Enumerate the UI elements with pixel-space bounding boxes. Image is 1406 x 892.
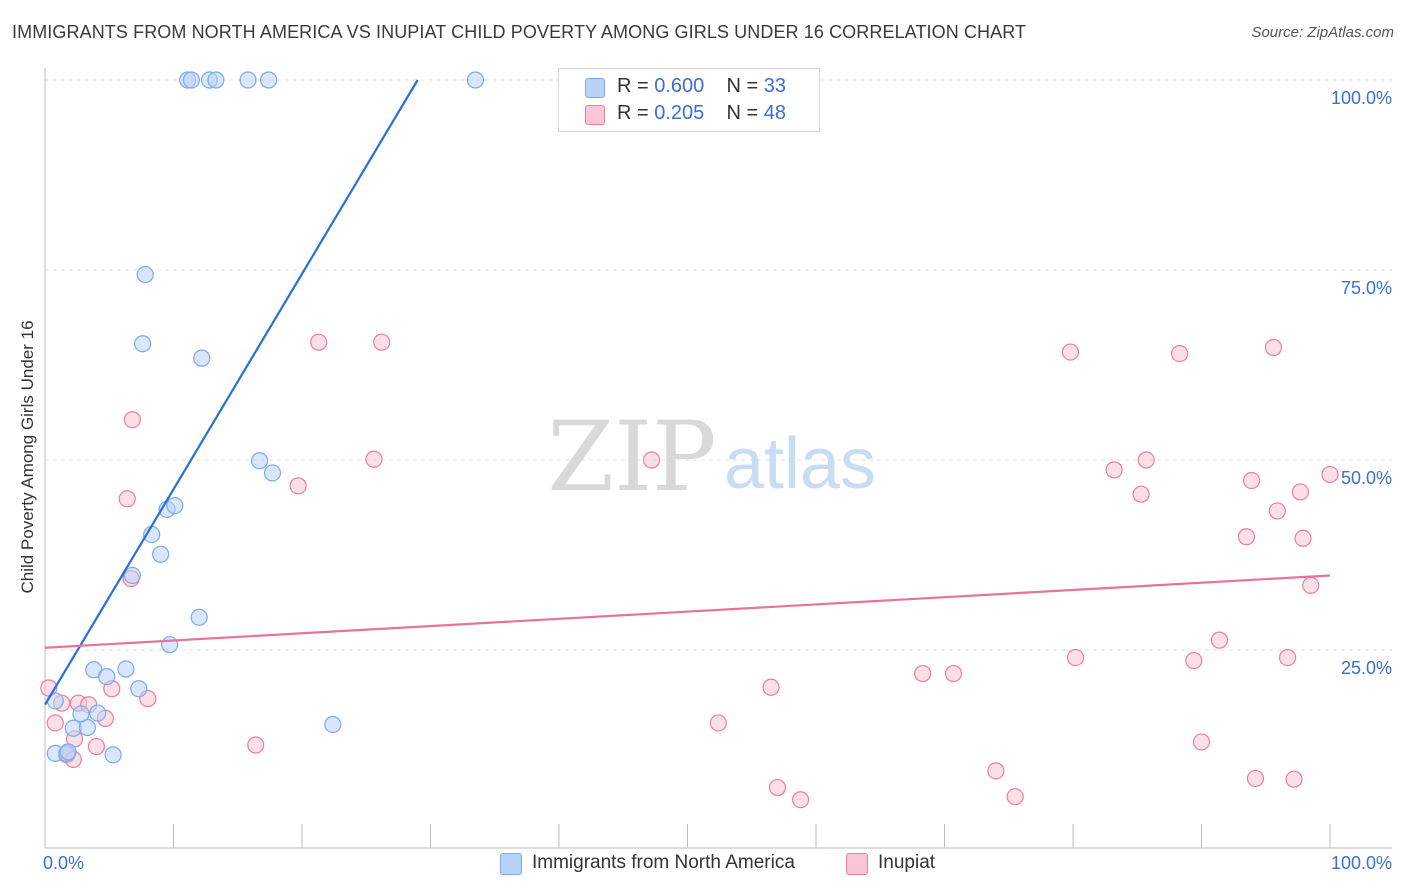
legend-n-value: 33 bbox=[763, 75, 787, 97]
legend-n-label: N = bbox=[726, 75, 759, 97]
inupiat-point bbox=[289, 477, 307, 495]
inupiat-trend-line bbox=[44, 574, 1331, 649]
immigrants-point bbox=[466, 71, 485, 89]
legend-r-value: 0.600 bbox=[654, 75, 705, 97]
immigrants-trend-line bbox=[44, 79, 419, 706]
legend-n-value: 48 bbox=[763, 102, 787, 124]
immigrants-point bbox=[89, 704, 107, 722]
immigrants-point bbox=[72, 705, 90, 723]
inupiat-point bbox=[1137, 451, 1155, 469]
inupiat-point bbox=[1285, 770, 1303, 788]
inupiat-point bbox=[1321, 465, 1339, 484]
immigrants-point bbox=[250, 452, 269, 470]
inupiat-point bbox=[1066, 648, 1085, 667]
immigrants-point bbox=[239, 71, 257, 89]
legend-r-label: R = bbox=[617, 75, 649, 97]
watermark-zip: ZIP bbox=[547, 401, 716, 513]
bottom-legend-label-immigrants: Immigrants from North America bbox=[532, 852, 795, 873]
immigrants-point bbox=[59, 743, 77, 761]
inupiat-point bbox=[987, 762, 1005, 780]
source-label: Source: ZipAtlas.com bbox=[1251, 24, 1394, 41]
axes bbox=[44, 68, 1392, 849]
x-tick-label: 100.0% bbox=[1331, 853, 1392, 873]
immigrants-point bbox=[117, 660, 135, 678]
inupiat-point bbox=[310, 333, 328, 351]
inupiat-point bbox=[1294, 529, 1312, 547]
y-tick-label: 100.0% bbox=[1331, 88, 1392, 108]
immigrants-point bbox=[190, 608, 208, 626]
immigrants-point bbox=[193, 349, 211, 367]
tick-labels: 100.0% 75.0% 50.0% 25.0% 0.0% 100.0% bbox=[43, 88, 1392, 873]
immigrants-point bbox=[324, 715, 342, 734]
y-axis-label: Child Poverty Among Girls Under 16 bbox=[18, 320, 37, 594]
inupiat-point bbox=[247, 736, 265, 754]
immigrants-point bbox=[207, 71, 225, 89]
bottom-legend-label-inupiat: Inupiat bbox=[878, 852, 936, 873]
inupiat-point bbox=[1132, 485, 1150, 503]
inupiat-point bbox=[1185, 652, 1203, 670]
inupiat-point bbox=[118, 490, 136, 508]
inupiat-point bbox=[1291, 483, 1310, 501]
bottom-legend-swatch-immigrants bbox=[500, 853, 522, 875]
immigrants-point bbox=[182, 71, 201, 89]
correlation-legend: R = 0.600 N = 33 R = 0.205 N = 48 bbox=[558, 68, 820, 132]
inupiat-point bbox=[1006, 788, 1024, 806]
immigrants-point bbox=[130, 680, 148, 698]
inupiat-point bbox=[1302, 576, 1320, 595]
inupiat-point bbox=[1243, 471, 1261, 490]
y-tick-label: 50.0% bbox=[1341, 468, 1392, 488]
inupiat-point bbox=[944, 664, 963, 683]
inupiat-point bbox=[373, 333, 391, 351]
immigrants-point bbox=[263, 464, 282, 482]
legend-swatch-inupiat bbox=[585, 105, 605, 125]
inupiat-point bbox=[762, 678, 780, 696]
inupiat-point bbox=[768, 778, 787, 797]
immigrants-point bbox=[134, 335, 152, 353]
inupiat-point bbox=[791, 791, 810, 809]
immigrants-point bbox=[123, 566, 141, 585]
immigrants-points bbox=[46, 71, 485, 764]
immigrants-point bbox=[161, 636, 179, 654]
inupiat-point bbox=[1171, 345, 1189, 363]
trend-lines bbox=[44, 79, 1331, 706]
inupiat-point bbox=[642, 451, 661, 469]
inupiat-point bbox=[914, 664, 932, 683]
legend-swatch-immigrants bbox=[585, 78, 605, 98]
inupiat-points bbox=[40, 333, 1339, 809]
legend-n-label: N = bbox=[726, 102, 759, 124]
immigrants-point bbox=[136, 265, 154, 284]
inupiat-point bbox=[46, 714, 64, 732]
legend-r-value: 0.205 bbox=[654, 102, 705, 124]
immigrants-point bbox=[166, 497, 184, 515]
inupiat-point bbox=[1246, 769, 1265, 788]
watermark: ZIP atlas bbox=[547, 401, 876, 513]
inupiat-point bbox=[1278, 648, 1297, 667]
inupiat-point bbox=[1264, 338, 1283, 357]
inupiat-point bbox=[1268, 502, 1286, 520]
immigrants-point bbox=[259, 71, 278, 89]
x-tick-label: 0.0% bbox=[43, 853, 84, 873]
immigrants-point bbox=[98, 667, 116, 686]
legend-r-label: R = bbox=[617, 102, 649, 124]
inupiat-point bbox=[709, 714, 727, 732]
inupiat-point bbox=[1237, 528, 1256, 546]
chart-title: IMMIGRANTS FROM NORTH AMERICA VS INUPIAT… bbox=[12, 22, 1027, 42]
bottom-legend-swatch-inupiat bbox=[846, 853, 868, 875]
watermark-atlas: atlas bbox=[724, 424, 876, 504]
inupiat-point bbox=[87, 737, 106, 756]
inupiat-point bbox=[365, 450, 383, 468]
immigrants-point bbox=[152, 545, 170, 563]
inupiat-point bbox=[1210, 631, 1229, 649]
y-tick-label: 75.0% bbox=[1341, 278, 1392, 298]
inupiat-point bbox=[1105, 461, 1123, 479]
inupiat-point bbox=[1192, 733, 1211, 751]
y-tick-label: 25.0% bbox=[1341, 658, 1392, 678]
inupiat-point bbox=[1061, 343, 1080, 361]
immigrants-point bbox=[104, 746, 122, 764]
inupiat-point bbox=[123, 411, 141, 429]
